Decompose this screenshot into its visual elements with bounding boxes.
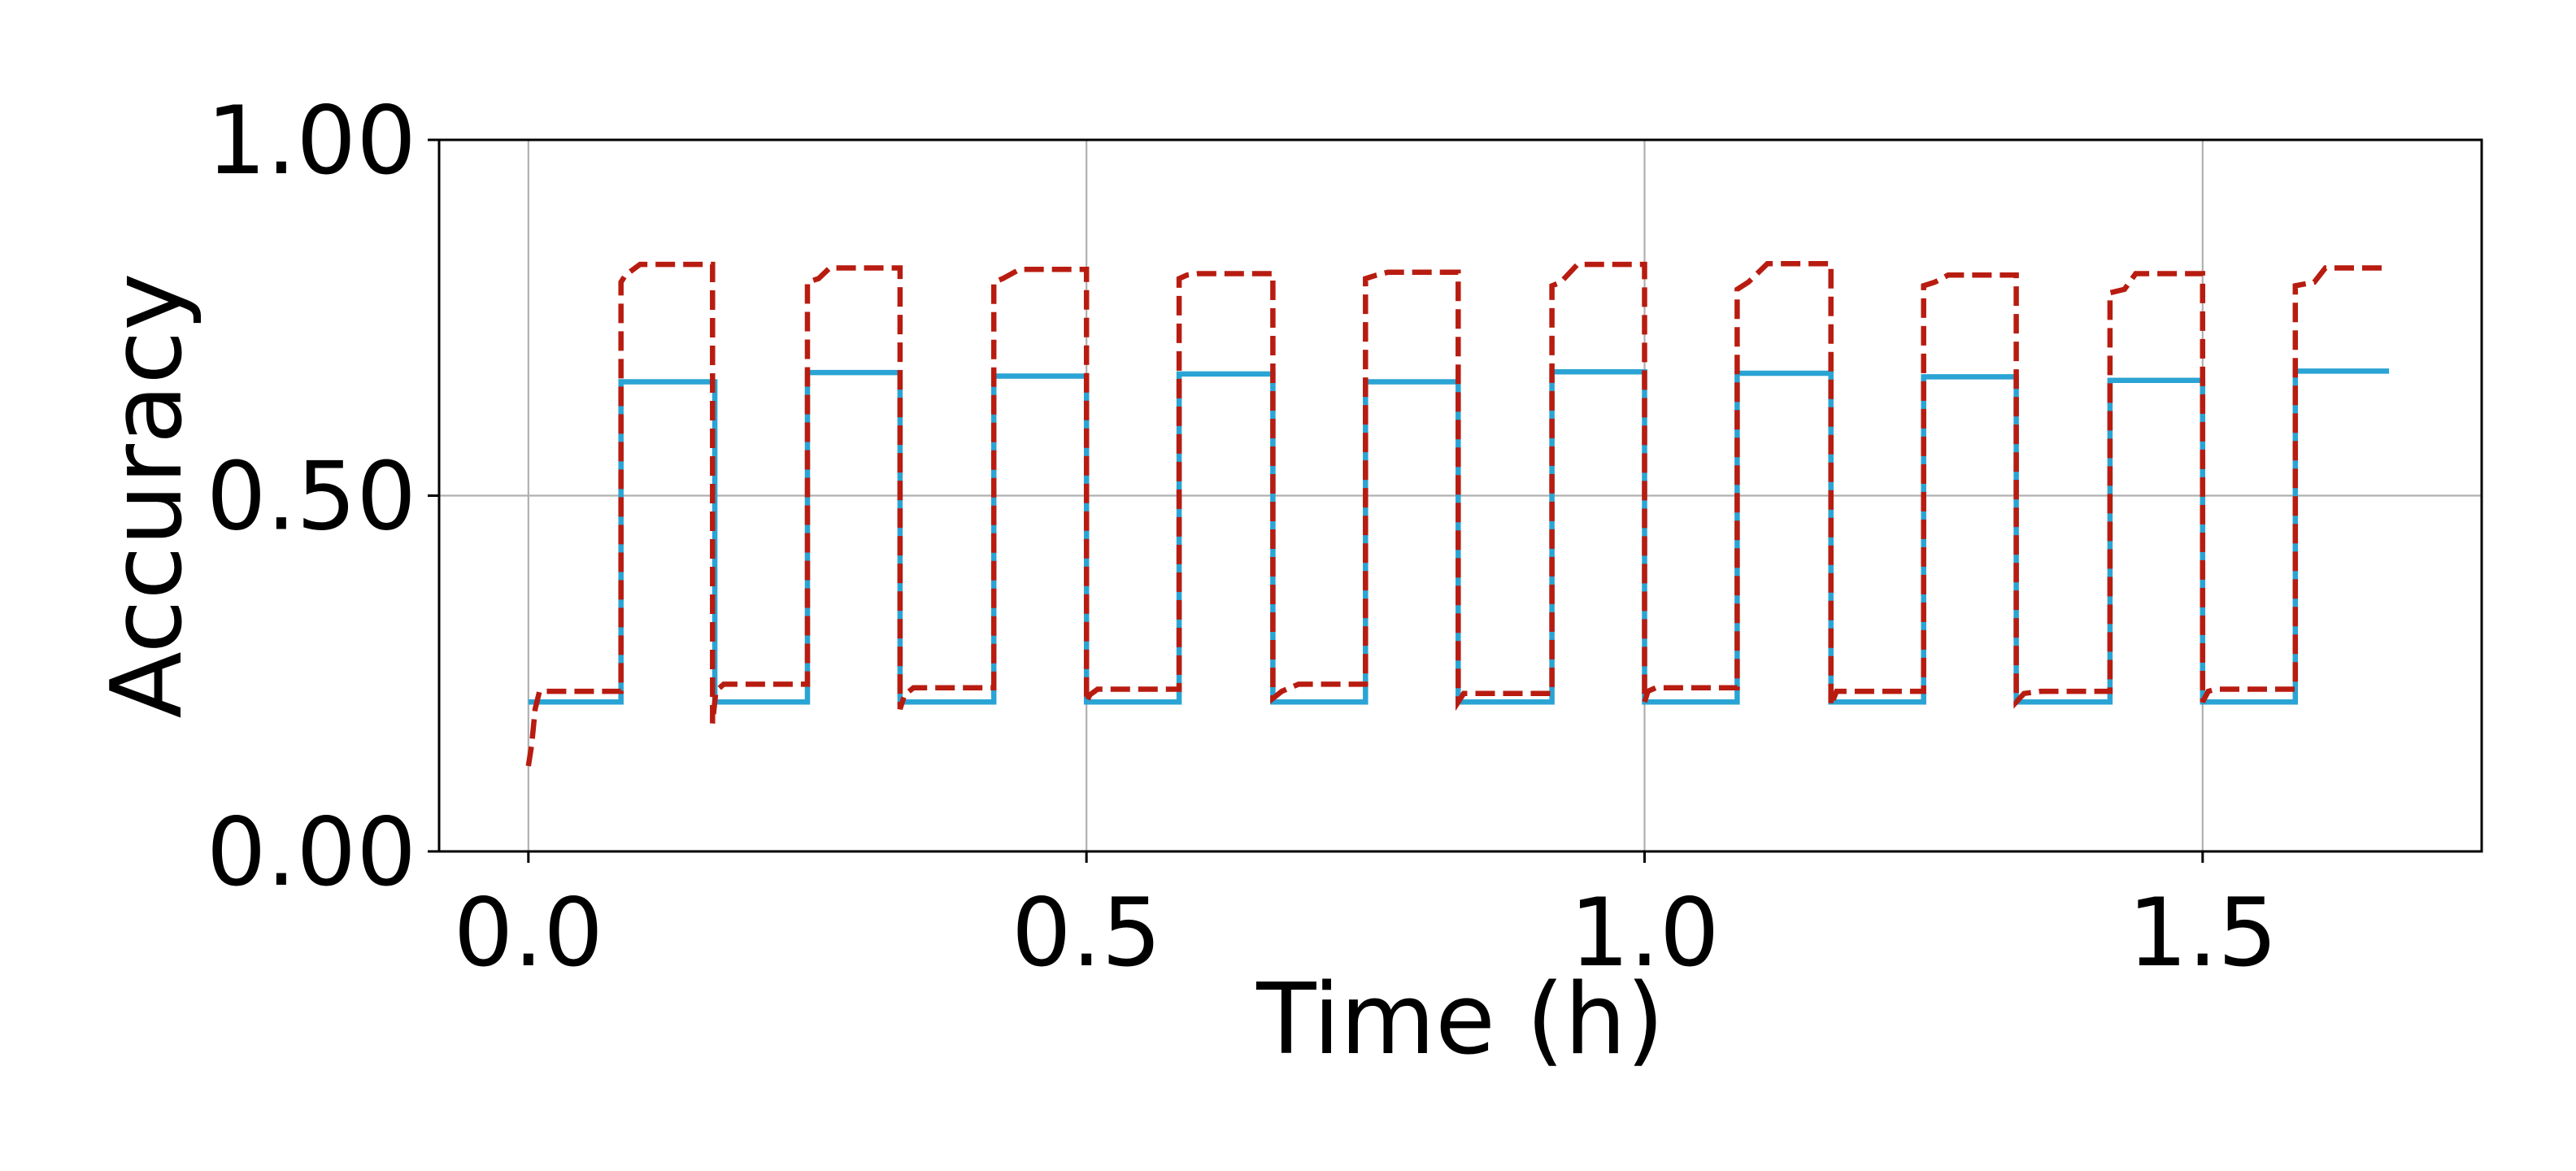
x-tick-label: 1.0 [1569, 878, 1719, 988]
x-tick-label: 0.5 [1012, 878, 1161, 988]
y-tick-label: 0.50 [207, 442, 416, 552]
y-tick-label: 1.00 [207, 86, 416, 196]
y-axis-label: Accuracy [91, 273, 204, 719]
y-tick-label: 0.00 [207, 798, 416, 908]
x-tick-label: 0.0 [454, 878, 603, 988]
axis-ticks: 0.0 0.5 1.0 1.5 0.00 0.50 1.00 [207, 86, 2278, 988]
x-tick-label: 1.5 [2128, 878, 2278, 988]
series-layer [525, 261, 2390, 767]
x-axis-label: Time (h) [1255, 964, 1664, 1077]
series-line-dashed [525, 261, 2390, 767]
